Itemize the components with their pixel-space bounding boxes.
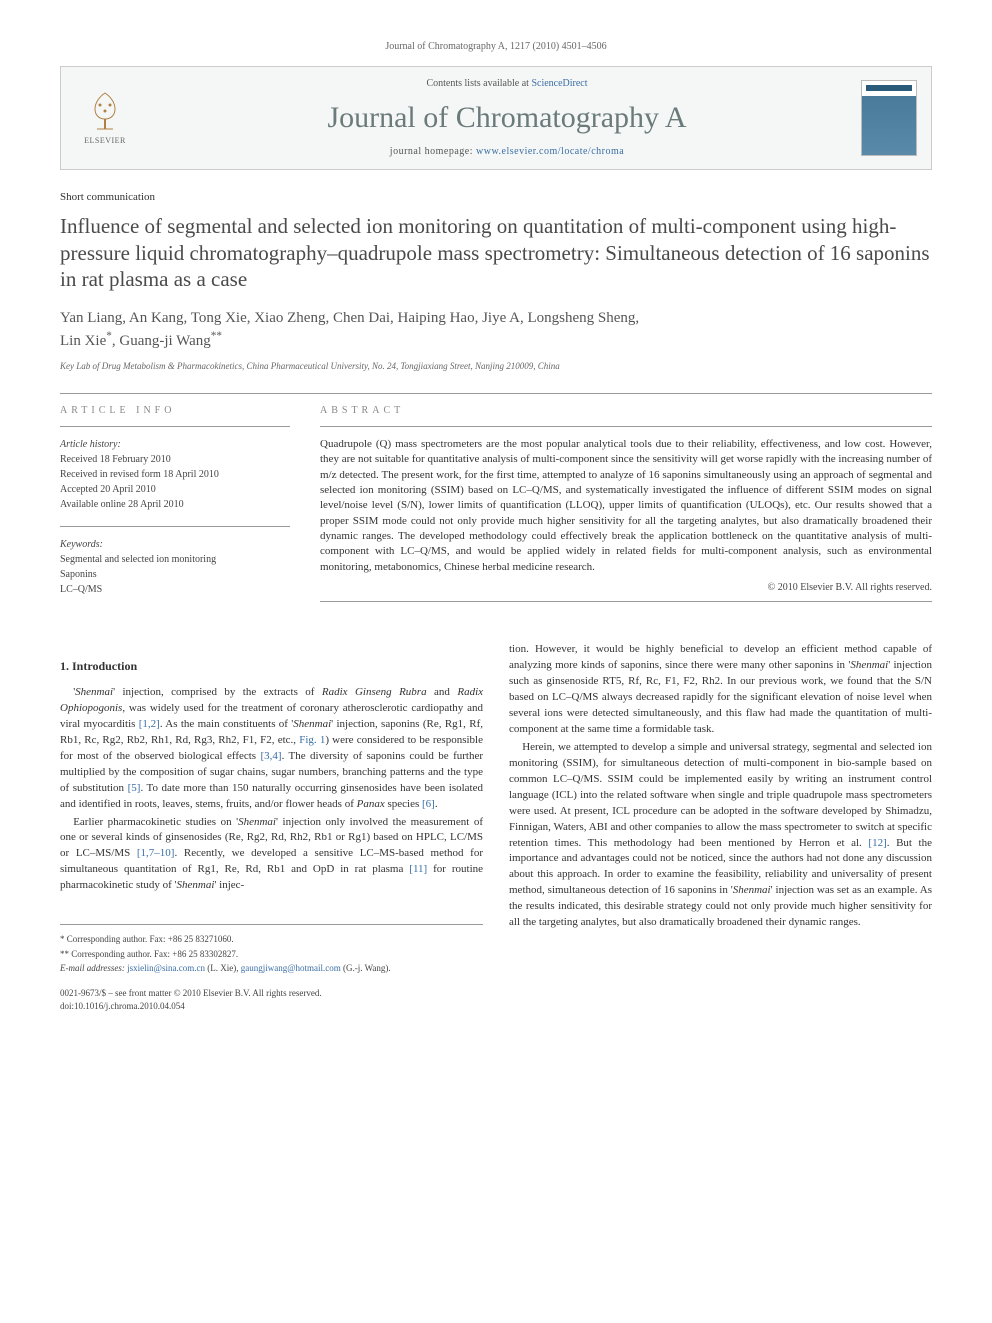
right-column: tion. However, it would be highly benefi… (509, 642, 932, 1012)
para-3: tion. However, it would be highly benefi… (509, 642, 932, 738)
keyword-1: Segmental and selected ion monitoring (60, 552, 290, 567)
ref-link-11[interactable]: [11] (409, 863, 427, 875)
para-1: 'Shenmai' injection, comprised by the ex… (60, 685, 483, 813)
ref-link-1-7-10[interactable]: [1,7–10] (137, 847, 175, 859)
journal-cover-thumbnail (861, 80, 917, 156)
sciencedirect-link[interactable]: ScienceDirect (531, 78, 587, 89)
copyright: © 2010 Elsevier B.V. All rights reserved… (320, 581, 932, 595)
affiliation: Key Lab of Drug Metabolism & Pharmacokin… (60, 360, 932, 373)
para-2: Earlier pharmacokinetic studies on 'Shen… (60, 815, 483, 895)
intro-heading: 1. Introduction (60, 658, 483, 675)
divider (60, 393, 932, 394)
divider (60, 526, 290, 527)
keyword-3: LC–Q/MS (60, 582, 290, 597)
email-link-wang[interactable]: gaungjiwang@hotmail.com (241, 963, 341, 973)
ref-link-6[interactable]: [6] (422, 798, 435, 810)
abstract-text: Quadrupole (Q) mass spectrometers are th… (320, 437, 932, 576)
history-accepted: Accepted 20 April 2010 (60, 482, 290, 497)
para-4: Herein, we attempted to develop a simple… (509, 740, 932, 931)
article-info-header: article info (60, 404, 290, 418)
authors: Yan Liang, An Kang, Tong Xie, Xiao Zheng… (60, 308, 932, 352)
corresponding-footer: * Corresponding author. Fax: +86 25 8327… (60, 924, 483, 975)
history-label: Article history: (60, 437, 290, 452)
journal-title: Journal of Chromatography A (153, 97, 861, 139)
figure-link-1[interactable]: Fig. 1 (299, 734, 325, 746)
contents-line: Contents lists available at ScienceDirec… (153, 77, 861, 91)
ref-link-5[interactable]: [5] (128, 782, 141, 794)
ref-link-1-2[interactable]: [1,2] (139, 718, 160, 730)
elsevier-tree-icon (85, 89, 125, 133)
keywords-label: Keywords: (60, 537, 290, 552)
email-addresses: E-mail addresses: jsxielin@sina.com.cn (… (60, 962, 483, 975)
author-link-wang[interactable]: Guang-ji Wang (119, 333, 210, 349)
authors-line1: Yan Liang, An Kang, Tong Xie, Xiao Zheng… (60, 310, 639, 326)
homepage-link[interactable]: www.elsevier.com/locate/chroma (476, 146, 624, 157)
ref-link-3-4[interactable]: [3,4] (261, 750, 282, 762)
keyword-2: Saponins (60, 567, 290, 582)
corr-mark-1: * (106, 330, 112, 342)
article-title: Influence of segmental and selected ion … (60, 213, 932, 292)
divider (320, 601, 932, 602)
running-header: Journal of Chromatography A, 1217 (2010)… (60, 40, 932, 54)
history-online: Available online 28 April 2010 (60, 497, 290, 512)
author-link-xie[interactable]: Lin Xie (60, 333, 106, 349)
history-received: Received 18 February 2010 (60, 452, 290, 467)
publisher-name: ELSEVIER (84, 135, 126, 146)
contents-prefix: Contents lists available at (426, 78, 531, 89)
divider (60, 426, 290, 427)
ref-link-12[interactable]: [12] (868, 837, 886, 849)
keywords: Keywords: Segmental and selected ion mon… (60, 537, 290, 597)
doi-line: doi:10.1016/j.chroma.2010.04.054 (60, 1000, 483, 1013)
left-column: 1. Introduction 'Shenmai' injection, com… (60, 642, 483, 1012)
corr-mark-2: ** (211, 330, 222, 342)
doi-block: 0021-9673/$ – see front matter © 2010 El… (60, 987, 483, 1012)
corr-author-1: * Corresponding author. Fax: +86 25 8327… (60, 933, 483, 946)
abstract-header: abstract (320, 404, 932, 418)
article-type: Short communication (60, 190, 932, 205)
divider (320, 426, 932, 427)
journal-masthead: ELSEVIER Contents lists available at Sci… (60, 66, 932, 170)
article-history: Article history: Received 18 February 20… (60, 437, 290, 512)
history-revised: Received in revised form 18 April 2010 (60, 467, 290, 482)
issn-line: 0021-9673/$ – see front matter © 2010 El… (60, 987, 483, 1000)
homepage-line: journal homepage: www.elsevier.com/locat… (153, 145, 861, 159)
elsevier-logo: ELSEVIER (75, 83, 135, 153)
homepage-prefix: journal homepage: (390, 146, 476, 157)
corr-author-2: ** Corresponding author. Fax: +86 25 833… (60, 948, 483, 961)
email-link-xie[interactable]: jsxielin@sina.com.cn (127, 963, 205, 973)
